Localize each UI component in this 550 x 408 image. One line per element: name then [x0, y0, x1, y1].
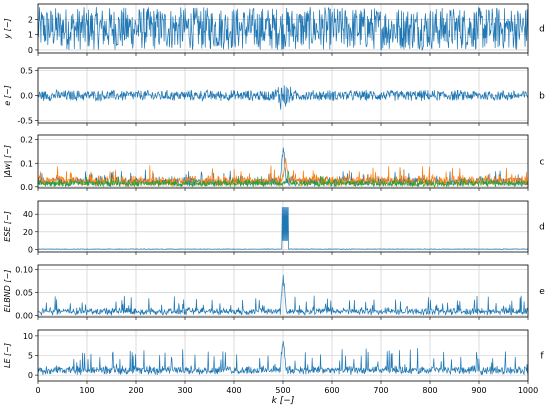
y-tick-label: 0.05 [15, 289, 33, 298]
x-tick-label: 500 [275, 386, 290, 395]
x-tick-label: 0 [35, 386, 40, 395]
panel-label: d [539, 25, 545, 35]
panel-2: -0.5 0.0 0.5 e [−] b [3, 67, 545, 126]
y-tick-label: 10 [23, 332, 33, 341]
panel-4: 0 20 40 ESE [−] d [3, 200, 545, 255]
y-axis-label: ESE [−] [3, 211, 12, 242]
y-tick-label: 20 [23, 228, 33, 237]
y-axis-label: e [−] [3, 85, 12, 105]
y-tick-label: 5 [28, 352, 33, 361]
y-axis-label: LE [−] [3, 343, 12, 368]
x-tick-label: 800 [422, 386, 437, 395]
x-tick-label: 300 [177, 386, 192, 395]
x-tick-label: 200 [128, 386, 143, 395]
panel-6: 0 5 10 LE [−] f 0 100 200 300 400 500 600 700 800 900 1… [3, 329, 544, 406]
series-line-1 [37, 207, 529, 250]
y-tick-label: 0.0 [20, 92, 33, 101]
panel-label: d [539, 223, 545, 233]
y-tick-label: 0 [28, 46, 33, 55]
series-line-1 [37, 85, 529, 110]
y-tick-label: 1 [28, 31, 33, 40]
series-line-1 [37, 7, 529, 51]
series-line-1 [37, 341, 529, 376]
x-axis-label: k [−] [272, 396, 295, 406]
panel-label: e [539, 287, 545, 297]
y-tick-label: 0.00 [15, 312, 33, 321]
y-tick-label: 0.0 [20, 183, 33, 192]
x-tick-label: 600 [324, 386, 339, 395]
y-tick-label: 0.2 [20, 136, 33, 145]
x-tick-label: 1000 [518, 386, 538, 395]
series-line-3 [37, 170, 529, 188]
y-tick-label: -0.5 [17, 117, 33, 126]
panel-label: f [540, 352, 544, 362]
y-tick-label: 0.1 [20, 159, 33, 168]
series-line-1 [37, 274, 529, 316]
y-axis-label: |Δw| [−] [3, 145, 12, 178]
x-tick-label: 900 [471, 386, 486, 395]
x-tick-label: 100 [79, 386, 94, 395]
panel-label: b [539, 92, 545, 102]
panel-3: 0.0 0.1 0.2 |Δw| [−] c [3, 134, 545, 192]
x-tick-label: 400 [226, 386, 241, 395]
panel-1: 0 1 2 y [−] d [3, 3, 545, 56]
y-tick-label: 2 [28, 15, 33, 24]
y-axis-label: ELBND [−] [3, 270, 12, 313]
y-tick-label: 0 [28, 245, 33, 254]
panel-label: c [540, 158, 545, 168]
y-tick-label: 0.5 [20, 67, 33, 76]
y-tick-label: 0 [28, 371, 33, 380]
y-tick-label: 0.10 [15, 266, 33, 275]
y-tick-label: 40 [23, 210, 33, 219]
x-tick-label: 700 [373, 386, 388, 395]
y-axis-label: y [−] [3, 18, 12, 39]
